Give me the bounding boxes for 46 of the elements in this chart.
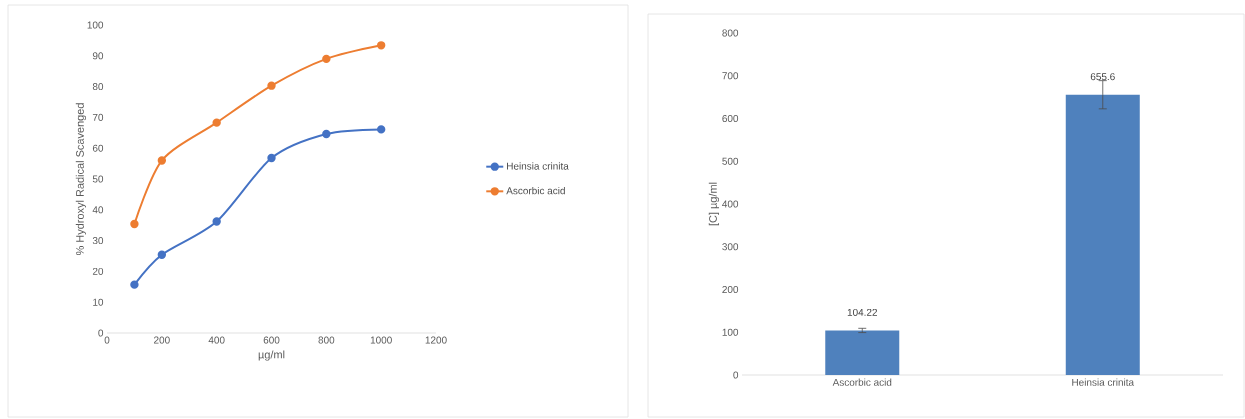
- point: [376, 125, 386, 134]
- point: [267, 81, 276, 90]
- y-tick-label: 20: [92, 267, 104, 275]
- point: [130, 280, 139, 289]
- x-tick-label: 600: [263, 336, 280, 344]
- point: [267, 153, 276, 163]
- point: [376, 41, 386, 50]
- y-tick-label: 90: [92, 52, 104, 60]
- x-tick-label: 800: [318, 336, 335, 344]
- point: [322, 129, 331, 139]
- x-tick-label: 1000: [370, 336, 392, 344]
- x-tick-label: 0: [104, 336, 110, 344]
- y-tick-label: 0: [733, 371, 739, 379]
- y-tick-label: 100: [87, 21, 104, 29]
- y-tick-label: 500: [722, 157, 739, 165]
- point: [157, 156, 167, 165]
- x-axis-title: µg/ml: [258, 350, 285, 361]
- data-label: 104.22: [847, 308, 877, 316]
- y-tick-label: 200: [722, 285, 739, 294]
- y-tick-label: 400: [722, 200, 739, 208]
- y-tick-label: 0: [98, 329, 104, 337]
- point: [212, 118, 221, 127]
- y-tick-label: 30: [92, 237, 104, 245]
- y-tick-label: 40: [92, 206, 104, 214]
- y-tick-label: 700: [722, 72, 739, 80]
- data-label: 655.6: [1090, 73, 1115, 81]
- y-tick-label: 70: [92, 113, 104, 121]
- y-tick-label: 10: [93, 298, 104, 306]
- point: [322, 54, 331, 64]
- y-axis-title: % Hydroxyl Radical Scavenged: [75, 103, 86, 256]
- y-tick-label: 100: [722, 328, 739, 336]
- point: [157, 250, 167, 259]
- x-tick-label: 400: [208, 336, 225, 344]
- x-tick-label: 200: [154, 336, 170, 344]
- y-axis-title: [C] µg/ml: [708, 182, 720, 226]
- point: [130, 219, 139, 229]
- y-tick-label: 600: [722, 114, 739, 123]
- point: [212, 217, 221, 226]
- x-tick-label: 1200: [425, 336, 447, 344]
- legend-label: Ascorbic acid: [506, 186, 565, 195]
- y-tick-label: 60: [92, 144, 104, 152]
- legend-label: Heinsia crinita: [507, 162, 569, 170]
- y-tick-label: 80: [92, 83, 104, 91]
- y-tick-label: 50: [92, 175, 104, 183]
- y-tick-label: 800: [722, 29, 739, 37]
- y-tick-label: 300: [722, 243, 739, 251]
